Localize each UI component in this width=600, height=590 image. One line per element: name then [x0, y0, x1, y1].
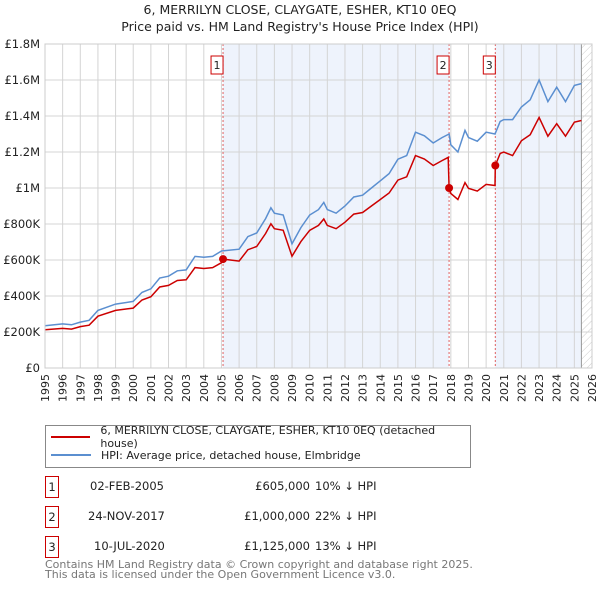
transaction-date: 02-FEB-2005 [90, 479, 164, 493]
x-tick-label: 2015 [392, 374, 405, 402]
transaction-price: £1,125,000 [244, 539, 310, 553]
footer: Contains HM Land Registry data © Crown c… [45, 558, 473, 581]
x-tick-label: 2008 [268, 374, 281, 402]
x-tick-label: 2018 [445, 374, 458, 402]
x-tick-label: 2020 [480, 374, 493, 402]
sale-point [219, 255, 228, 264]
y-tick-label: £0 [25, 361, 40, 375]
sale-label: 3 [486, 59, 493, 72]
x-tick-label: 2026 [586, 374, 599, 402]
legend-label-property: 6, MERRILYN CLOSE, CLAYGATE, ESHER, KT10… [100, 424, 436, 450]
chart-subtitle: Price paid vs. HM Land Registry's House … [121, 19, 479, 34]
x-tick-label: 2013 [357, 374, 370, 402]
y-tick-label: £400K [3, 289, 40, 303]
x-tick-label: 1997 [74, 374, 87, 402]
sale-label-box [210, 55, 224, 75]
legend-label-hpi: HPI: Average price, detached house, Elmb… [101, 448, 361, 462]
x-tick-label: 2012 [339, 374, 352, 402]
x-tick-label: 2005 [215, 374, 228, 402]
transaction-price: £605,000 [255, 479, 310, 493]
x-tick-label: 2024 [551, 374, 564, 402]
transaction-date: 10-JUL-2020 [94, 539, 165, 553]
x-tick-label: 2002 [163, 374, 176, 402]
transaction-hpi: 13% ↓ HPI [315, 539, 377, 553]
transaction-hpi: 10% ↓ HPI [315, 479, 377, 493]
y-tick-label: £1.4M [4, 109, 40, 123]
sale-point [491, 161, 500, 170]
transaction-marker: 2 [45, 506, 59, 528]
shaded-period [495, 44, 582, 368]
hpi-line [44, 78, 582, 327]
x-tick-label: 1996 [57, 374, 70, 402]
x-tick-label: 2014 [374, 374, 387, 402]
price-chart: 1995 1996 1997 1998 1999 2000 2001 2002 2003 2004… [3, 37, 599, 402]
legend-swatch-hpi [51, 454, 91, 456]
x-tick-label: 1998 [92, 374, 105, 402]
sale-label-box [482, 55, 496, 75]
transaction-row: 3 10-JUL-2020 £1,125,000 13% ↓ HPI [45, 536, 465, 558]
sale-label-box [436, 55, 450, 75]
x-tick-label: 2019 [462, 374, 475, 402]
transaction-row: 2 24-NOV-2017 £1,000,000 22% ↓ HPI [45, 506, 465, 528]
shaded-period [223, 44, 450, 368]
transaction-hpi: 22% ↓ HPI [315, 509, 377, 523]
x-tick-label: 2021 [498, 374, 511, 402]
x-tick-label: 2006 [233, 374, 246, 402]
legend: 6, MERRILYN CLOSE, CLAYGATE, ESHER, KT10… [45, 424, 471, 468]
transaction-price: £1,000,000 [244, 509, 310, 523]
x-tick-label: 2011 [321, 374, 334, 402]
x-tick-label: 2001 [145, 374, 158, 402]
y-tick-label: £800K [3, 217, 40, 231]
future-hatch [581, 44, 592, 368]
y-tick-label: £1.6M [4, 73, 40, 87]
x-tick-label: 2004 [198, 374, 211, 402]
footer-line: Contains HM Land Registry data © Crown c… [45, 558, 473, 571]
chart-title: 6, MERRILYN CLOSE, CLAYGATE, ESHER, KT10… [143, 2, 457, 17]
y-tick-label: £1M [15, 181, 40, 195]
y-tick-label: £1.2M [4, 145, 40, 159]
x-tick-label: 2023 [533, 374, 546, 402]
sale-label: 1 [214, 59, 221, 72]
plot-border [44, 43, 593, 369]
transaction-marker: 3 [45, 536, 59, 558]
transaction-marker: 1 [45, 476, 59, 498]
x-tick-label: 2007 [251, 374, 264, 402]
x-tick-label: 2009 [286, 374, 299, 402]
x-tick-label: 2016 [410, 374, 423, 402]
x-tick-label: 1999 [110, 374, 123, 402]
y-tick-label: £1.8M [4, 37, 40, 51]
y-tick-label: £200K [3, 325, 40, 339]
x-tick-label: 2003 [180, 374, 193, 402]
transaction-row: 1 02-FEB-2005 £605,000 10% ↓ HPI [45, 476, 465, 498]
x-tick-label: 2022 [515, 374, 528, 402]
legend-swatch-property [51, 436, 91, 438]
x-tick-label: 2010 [304, 374, 317, 402]
x-tick-label: 2000 [127, 374, 140, 402]
footer-line: This data is licensed under the Open Gov… [45, 568, 396, 581]
x-tick-label: 1995 [39, 374, 52, 402]
y-tick-label: £600K [3, 253, 40, 267]
x-tick-label: 2025 [568, 374, 581, 402]
sale-label: 2 [440, 59, 447, 72]
sale-point [445, 184, 454, 192]
transaction-date: 24-NOV-2017 [88, 509, 165, 523]
x-tick-label: 2017 [427, 374, 440, 402]
